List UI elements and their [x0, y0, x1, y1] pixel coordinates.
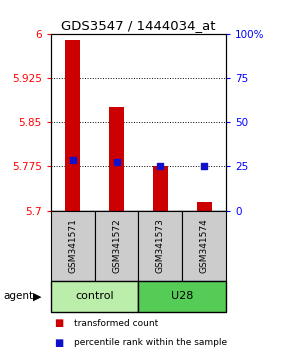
Text: GSM341573: GSM341573	[156, 218, 165, 274]
Text: transformed count: transformed count	[74, 319, 158, 328]
Bar	[139, 281, 226, 312]
Title: GDS3547 / 1444034_at: GDS3547 / 1444034_at	[61, 19, 216, 33]
Point	[202, 163, 206, 169]
Point	[158, 163, 163, 169]
Bar	[197, 202, 212, 211]
Text: percentile rank within the sample: percentile rank within the sample	[74, 338, 227, 347]
Text: agent: agent	[3, 291, 33, 302]
Text: U28: U28	[171, 291, 193, 302]
Text: GSM341572: GSM341572	[112, 219, 121, 273]
Text: GSM341574: GSM341574	[200, 219, 209, 273]
Text: ■: ■	[54, 318, 63, 328]
Point	[114, 159, 119, 165]
Text: ▶: ▶	[33, 291, 42, 302]
Point	[70, 158, 75, 163]
Bar	[65, 40, 80, 211]
Text: GSM341571: GSM341571	[68, 218, 77, 274]
Bar	[153, 166, 168, 211]
Bar	[109, 107, 124, 211]
Bar	[139, 211, 182, 281]
Bar	[51, 281, 139, 312]
Bar	[95, 211, 139, 281]
Text: control: control	[75, 291, 114, 302]
Text: ■: ■	[54, 338, 63, 348]
Bar	[182, 211, 226, 281]
Bar	[51, 211, 95, 281]
